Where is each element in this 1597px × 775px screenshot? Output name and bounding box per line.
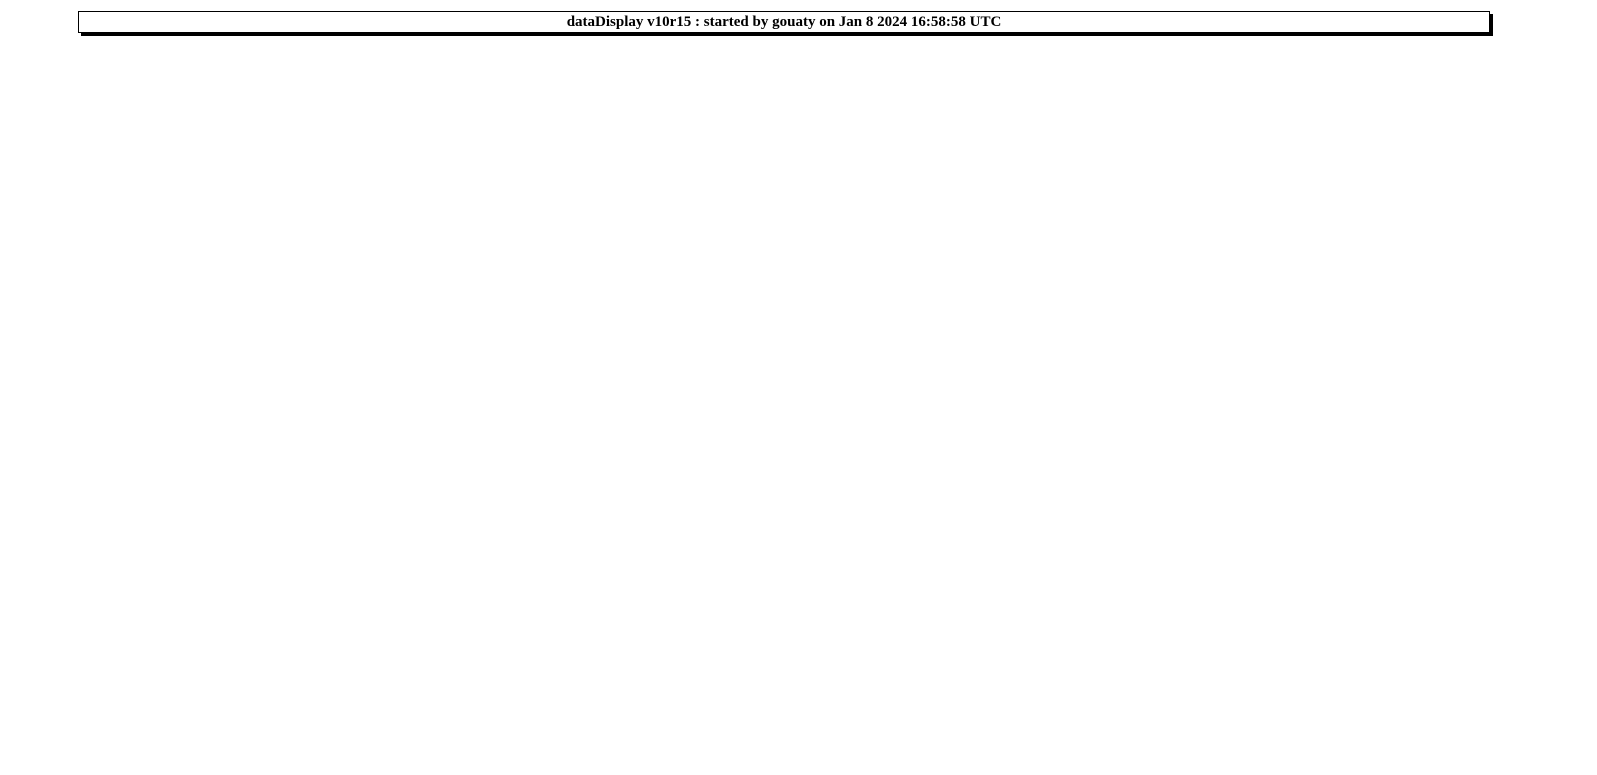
legend-label: SDB1_OMC1_T1_50Hz xyxy=(1360,83,1463,94)
y-tick-label: 0.12 xyxy=(427,265,454,281)
y-tick-label: 0.18 xyxy=(427,100,454,116)
series-line-SDB2_LC_TY_50Hz xyxy=(460,516,757,690)
plot-title: SDB2_B1_PD3_Blended_50Hz__TIME xyxy=(452,57,697,73)
y-axis-label: mW xyxy=(797,107,814,134)
x-tick-label: 14h08 xyxy=(87,338,126,354)
legend-shadow xyxy=(122,410,378,458)
y-axis-label: mW xyxy=(405,107,422,134)
legend-label: SDB1_OMC1_T1_ramp_50Hz xyxy=(1360,60,1492,71)
y-tick-label: 950 xyxy=(431,628,455,644)
y-tick-label: 2.32 xyxy=(35,264,62,280)
x-tick-label: 14h12 xyxy=(317,696,356,712)
y-tick-label: 22.5196 xyxy=(1188,146,1239,162)
title-banner: dataDisplay v10r15 : started by gouaty o… xyxy=(78,11,1490,33)
y-tick-label: 2.34 xyxy=(35,182,62,198)
y-tick-label: -400 xyxy=(818,662,846,678)
x-tick-label: 14h08 xyxy=(1264,338,1303,354)
y-tick-label: 0.1 xyxy=(435,320,455,336)
y-tick-label: 2.36 xyxy=(35,100,62,116)
axes-frame xyxy=(67,87,366,333)
plot-title: SDB2_LC_TX_50Hz__TIME xyxy=(850,417,1103,439)
y-tick-label: 22.5198 xyxy=(1188,93,1239,109)
x-tick-label: 14h08 xyxy=(87,696,126,712)
time-axis-label: 1388758058.1400 Jan 8 2024 14:07:20 UTC xyxy=(89,375,364,391)
time-axis-label: 1388758058.1400 Jan 8 2024 14:07:20 UTC xyxy=(481,375,756,391)
y-tick-label: 50.5 xyxy=(819,127,846,143)
plot-title: DET_B1p_DC_50Hz__TIME xyxy=(850,55,1105,77)
y-tick-label: -300 xyxy=(818,561,846,577)
time-axis-label: 1388758058.1400 Jan 8 2024 14:07:20 UTC xyxy=(873,375,1148,391)
x-tick-label: 14h08 xyxy=(479,696,518,712)
legend-box xyxy=(1295,51,1559,101)
series-line-SDB2_B1_PD1_Blended_50Hz xyxy=(68,544,365,650)
x-tick-label: 14h12 xyxy=(317,338,356,354)
y-tick-label: 50 xyxy=(830,201,846,217)
y-tick-label: -250 xyxy=(818,511,846,527)
y-tick-label: -350 xyxy=(818,612,846,628)
plot-title: SDB2_LC_TY_50Hz__TIME xyxy=(458,417,711,439)
time-axis-label: 1388758058.1400 Jan 8 2024 14:07:20 UTC xyxy=(89,735,364,751)
plot-panel-1: 14h08 14h10 14h12 2.32 2.34 2.36 mW SDB2_B1s_DC… xyxy=(13,55,366,391)
y-tick-label: 950.2 xyxy=(419,499,454,515)
x-tick-label: 14h12 xyxy=(1101,338,1140,354)
series-line-SDB2_LC_TX_50Hz xyxy=(852,468,1149,671)
axes-frame xyxy=(1244,87,1543,333)
series-line-DET_B1p_DC_50Hz xyxy=(852,127,1149,272)
y-tick-label: -200 xyxy=(818,461,846,477)
x-tick-label: 14h10 xyxy=(202,338,241,354)
y-tick-label: 0.175 xyxy=(27,660,62,676)
axes-frame xyxy=(851,449,1150,691)
series-line-SDB2_B1_PD3_Blended_50Hz xyxy=(460,163,757,287)
y-tick-label: 0.18 xyxy=(35,549,62,565)
y-tick-label: 22.5192 xyxy=(1188,251,1239,267)
series-line-SDB2_B1s_DC_50Hz xyxy=(68,126,365,273)
y-axis-label: urad xyxy=(405,470,422,500)
plot-panel-5: 14h08 14h10 14h12 0.175 0.18 mW 1388758058.140… xyxy=(13,407,378,751)
axes-frame xyxy=(459,449,758,691)
legend-label: SDB2_B1_PD1_Blended_50Hz xyxy=(184,439,316,450)
y-axis-label: urad xyxy=(797,470,814,500)
y-tick-label: 950.1 xyxy=(419,563,454,579)
y-axis-label: mW xyxy=(13,107,30,134)
legend-box xyxy=(119,407,377,457)
x-tick-label: 14h10 xyxy=(1379,338,1418,354)
x-tick-label: 14h08 xyxy=(871,696,910,712)
x-tick-label: 14h12 xyxy=(709,338,748,354)
axes-frame xyxy=(459,87,758,333)
legend-label: SDB2_B1_PD2_Blended_50Hz xyxy=(184,416,316,427)
time-axis-label: 1388758058.1400 Jan 8 2024 14:07:20 UTC xyxy=(1266,375,1541,391)
y-tick-label: 22.5194 xyxy=(1188,198,1239,214)
axes-frame xyxy=(851,87,1150,333)
axes-frame xyxy=(67,449,366,691)
x-tick-label: 14h10 xyxy=(594,338,633,354)
plot-title: SDB2_B1s_DC_50Hz__TIME xyxy=(66,55,332,77)
time-axis-label: 1388758058.1400 Jan 8 2024 14:07:20 UTC xyxy=(873,735,1148,751)
y-tick-label: 22.519 xyxy=(1196,303,1239,319)
series-line-SDB2_B1_PD2_Blended_50Hz xyxy=(68,478,365,580)
legend-shadow xyxy=(1298,54,1560,102)
x-tick-label: 14h10 xyxy=(594,696,633,712)
x-tick-label: 14h12 xyxy=(709,696,748,712)
x-tick-label: 14h12 xyxy=(1101,696,1140,712)
y-tick-label: 49.5 xyxy=(819,274,846,290)
plot-panel-4: 14h08 14h10 14h12 22.519 22.5192 22.5194 22.51… xyxy=(1188,51,1560,391)
x-tick-label: 14h12 xyxy=(1494,338,1533,354)
plot-panel-2: 14h08 14h10 14h12 0.1 0.12 0.14 0.16 0.18 ×10⁻³ m… xyxy=(405,57,758,391)
time-axis-label: 1388758058.1400 Jan 8 2024 14:07:20 UTC xyxy=(481,735,756,751)
x-tick-label: 14h10 xyxy=(202,696,241,712)
x-tick-label: 14h08 xyxy=(871,338,910,354)
y-tick-label: 0.14 xyxy=(427,210,454,226)
plot-panel-3: 14h08 14h10 14h12 49.5 50 50.5 mW DET_B1p_DC_50… xyxy=(797,55,1150,391)
x-tick-label: 14h08 xyxy=(479,338,518,354)
y-axis-label: mW xyxy=(13,469,30,496)
y-axis-exponent: ×10⁻³ xyxy=(458,75,486,87)
x-tick-label: 14h10 xyxy=(986,696,1025,712)
x-tick-label: 14h10 xyxy=(986,338,1025,354)
y-tick-label: 0.16 xyxy=(427,155,454,171)
series-line-SDB1_OMC1_T1_50Hz xyxy=(1245,142,1542,207)
